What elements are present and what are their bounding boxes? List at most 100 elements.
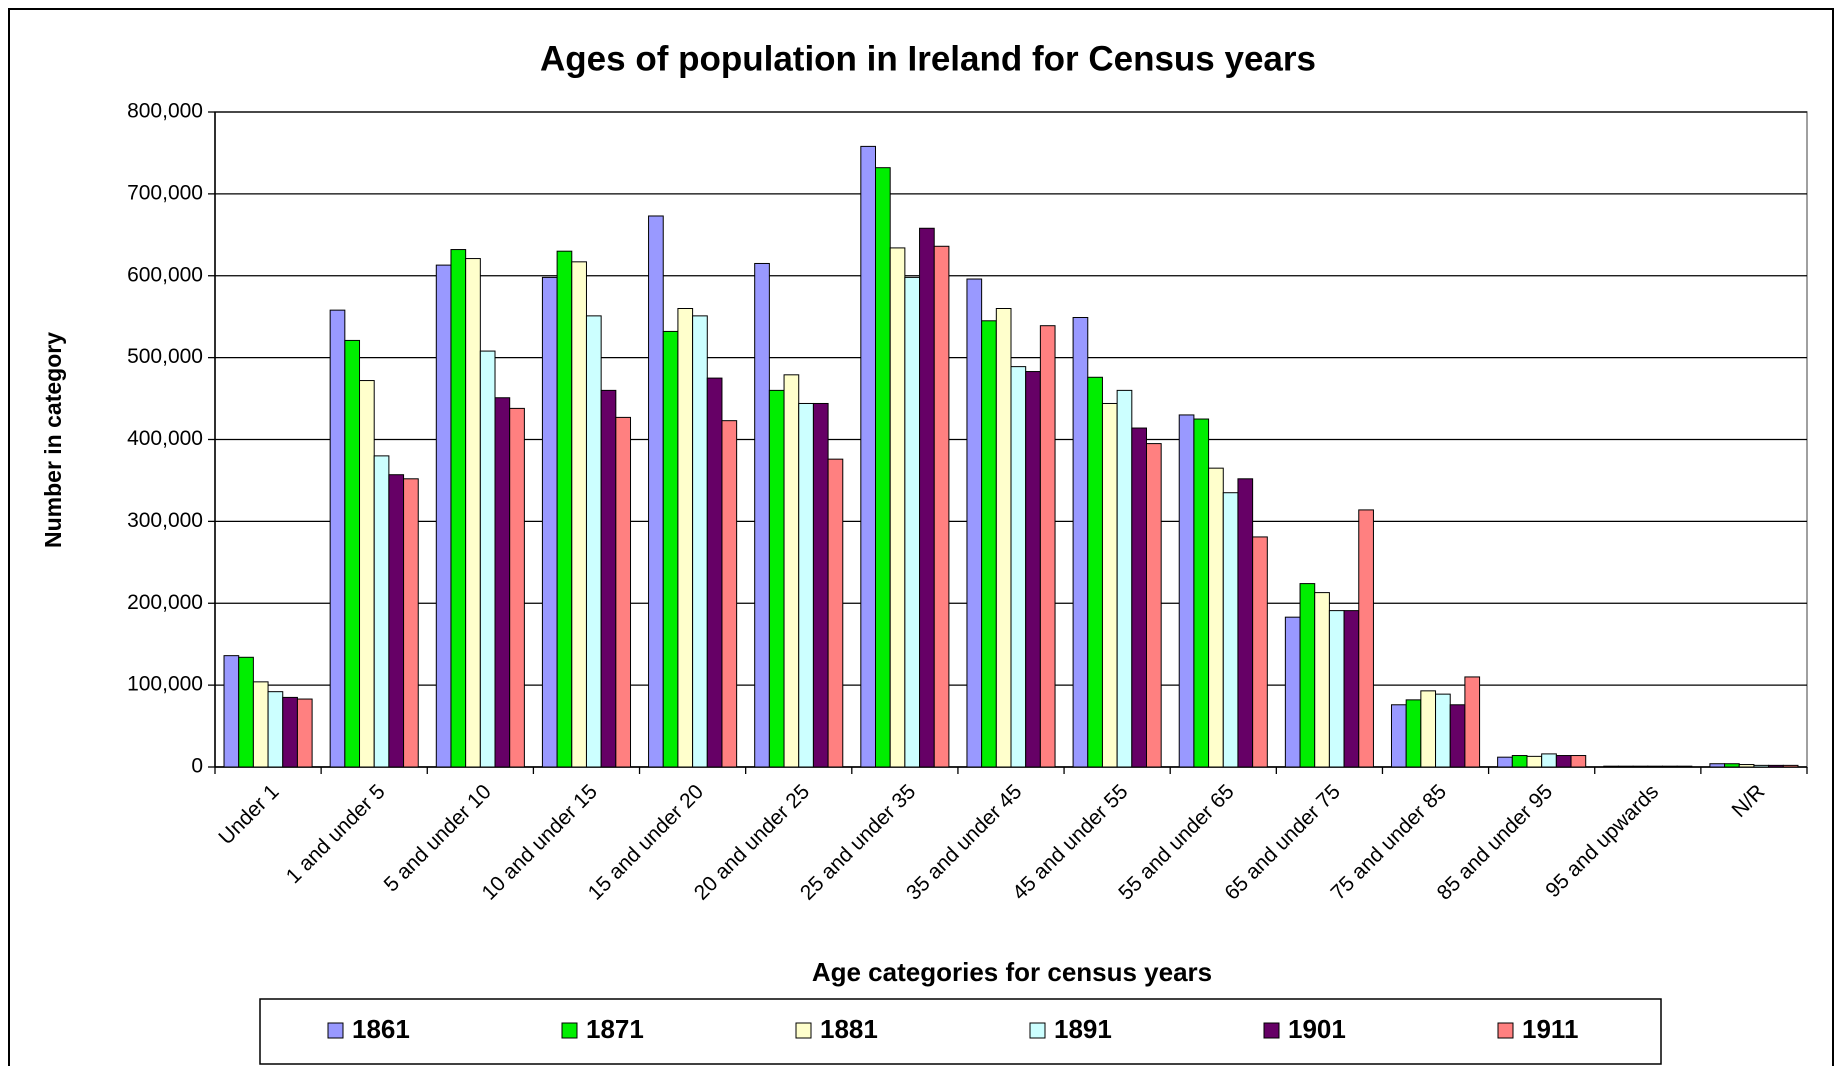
y-tick-label: 500,000: [127, 345, 203, 368]
legend-label: 1881: [820, 1014, 878, 1044]
bar: [783, 374, 800, 768]
bar: [1314, 592, 1330, 768]
bar: [995, 308, 1012, 768]
bar: [359, 380, 375, 768]
bar: [450, 249, 467, 768]
legend-swatch: [795, 1022, 812, 1039]
bar: [1087, 376, 1103, 768]
bar: [541, 276, 558, 768]
y-tick-label: 800,000: [127, 100, 203, 123]
bar: [812, 402, 829, 768]
bar: [692, 315, 708, 768]
legend-swatch: [1029, 1022, 1046, 1039]
bar: [860, 145, 877, 768]
bar: [1555, 755, 1572, 768]
y-tick-label: 600,000: [127, 263, 203, 286]
bar: [1390, 704, 1407, 768]
bar: [1541, 753, 1557, 768]
bar: [1570, 755, 1587, 768]
bar: [1116, 389, 1133, 768]
bar: [252, 681, 269, 768]
bar: [875, 167, 891, 768]
legend-swatch: [1497, 1022, 1514, 1039]
bar: [509, 407, 525, 768]
bar: [329, 309, 346, 768]
bar: [1420, 690, 1437, 768]
bar: [827, 458, 844, 768]
bar: [1237, 478, 1254, 768]
legend-swatch: [561, 1022, 578, 1039]
bar: [1039, 325, 1056, 768]
bar: [1782, 764, 1799, 768]
bar: [1526, 755, 1543, 768]
bar: [768, 389, 785, 768]
bar: [1178, 414, 1195, 768]
legend-swatch: [327, 1022, 344, 1039]
legend-label: 1861: [352, 1014, 410, 1044]
bar: [1724, 763, 1740, 768]
bar: [677, 308, 694, 768]
y-tick-label: 200,000: [127, 591, 203, 614]
y-tick-label: 400,000: [127, 427, 203, 450]
bar: [721, 420, 738, 768]
bar: [1343, 610, 1360, 768]
bar: [1738, 764, 1755, 768]
y-tick-label: 300,000: [127, 509, 203, 532]
bar: [1511, 755, 1528, 768]
bar: [966, 278, 983, 768]
bar: [223, 655, 240, 768]
bar: [585, 315, 602, 768]
bar: [1676, 765, 1693, 768]
bar: [889, 247, 906, 768]
legend-box: [259, 998, 1662, 1065]
legend-label: 1891: [1054, 1014, 1112, 1044]
bar: [344, 339, 361, 768]
bar: [373, 455, 390, 768]
bar: [1025, 371, 1041, 768]
bar: [1464, 676, 1481, 768]
bar: [1222, 492, 1239, 768]
x-axis-title: Age categories for census years: [812, 957, 1212, 987]
legend-swatch: [1263, 1022, 1280, 1039]
bar: [435, 264, 452, 768]
bar: [1709, 763, 1726, 768]
bar: [919, 227, 935, 768]
bar: [1617, 765, 1634, 768]
bar: [1358, 509, 1374, 768]
bar: [1647, 765, 1663, 768]
bar: [267, 691, 284, 768]
bar: [1299, 583, 1316, 768]
bar: [1131, 427, 1147, 768]
bar: [706, 377, 723, 768]
bar: [556, 250, 573, 768]
bar: [1449, 704, 1466, 768]
bar: [296, 698, 313, 768]
y-tick-label: 0: [191, 755, 203, 778]
y-axis-title: Number in category: [40, 332, 66, 548]
bar: [600, 389, 617, 768]
bar: [1252, 536, 1268, 768]
bar: [1208, 467, 1224, 768]
bar: [754, 262, 770, 768]
bar: [403, 478, 419, 768]
bar: [465, 258, 481, 768]
bar: [615, 416, 632, 768]
bar: [1145, 443, 1162, 768]
bar: [571, 261, 587, 768]
legend-label: 1901: [1288, 1014, 1346, 1044]
bar: [1435, 693, 1451, 768]
bar: [1328, 610, 1345, 768]
y-tick-label: 100,000: [127, 673, 203, 696]
bar: [1405, 699, 1422, 768]
bar: [1193, 418, 1210, 768]
bar: [1753, 764, 1770, 768]
bar: [1284, 616, 1301, 768]
bar: [933, 245, 950, 768]
bar: [798, 402, 814, 768]
bar: [662, 330, 679, 768]
bar: [494, 397, 511, 768]
chart-title: Ages of population in Ireland for Census…: [540, 39, 1316, 78]
bar: [1632, 765, 1649, 768]
legend-label: 1871: [586, 1014, 644, 1044]
